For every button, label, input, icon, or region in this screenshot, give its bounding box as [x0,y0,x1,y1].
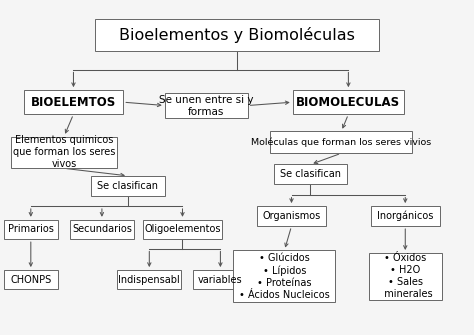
Text: Bioelementos y Biomoléculas: Bioelementos y Biomoléculas [119,27,355,43]
FancyBboxPatch shape [292,90,404,114]
FancyBboxPatch shape [368,253,442,300]
FancyBboxPatch shape [95,19,379,51]
FancyBboxPatch shape [274,164,347,184]
Text: Moléculas que forman los seres vivios: Moléculas que forman los seres vivios [251,138,431,147]
FancyBboxPatch shape [270,132,412,153]
Text: variables: variables [198,275,243,285]
Text: Se unen entre si y
formas: Se unen entre si y formas [159,94,254,117]
FancyBboxPatch shape [233,251,336,302]
FancyBboxPatch shape [24,90,123,114]
FancyBboxPatch shape [143,220,221,239]
FancyBboxPatch shape [3,270,58,289]
Text: BIOELEMTOS: BIOELEMTOS [31,96,116,109]
Text: Secundarios: Secundarios [72,224,132,234]
Text: CHONPS: CHONPS [10,275,52,285]
Text: • Glúcidos
• Lípidos
• Proteínas
• Ácidos Nucleicos: • Glúcidos • Lípidos • Proteínas • Ácido… [239,253,330,300]
Text: • Óxidos
• H2O
• Sales
  minerales: • Óxidos • H2O • Sales minerales [378,253,433,299]
Text: Oligoelementos: Oligoelementos [144,224,221,234]
Text: Inorgánicos: Inorgánicos [377,211,433,221]
FancyBboxPatch shape [3,220,58,239]
Text: Indispensabl: Indispensabl [118,275,180,285]
Text: Se clasifican: Se clasifican [98,181,158,191]
FancyBboxPatch shape [165,93,247,118]
Text: Se clasifican: Se clasifican [280,169,341,179]
Text: BIOMOLECULAS: BIOMOLECULAS [296,96,401,109]
FancyBboxPatch shape [193,270,248,289]
Text: Elementos quimicos
que forman los seres
vivos: Elementos quimicos que forman los seres … [13,135,115,170]
FancyBboxPatch shape [257,206,326,226]
Text: Organismos: Organismos [263,211,320,221]
FancyBboxPatch shape [117,270,181,289]
FancyBboxPatch shape [11,137,117,168]
FancyBboxPatch shape [371,206,439,226]
Text: Primarios: Primarios [8,224,54,234]
FancyBboxPatch shape [91,176,165,196]
FancyBboxPatch shape [70,220,134,239]
